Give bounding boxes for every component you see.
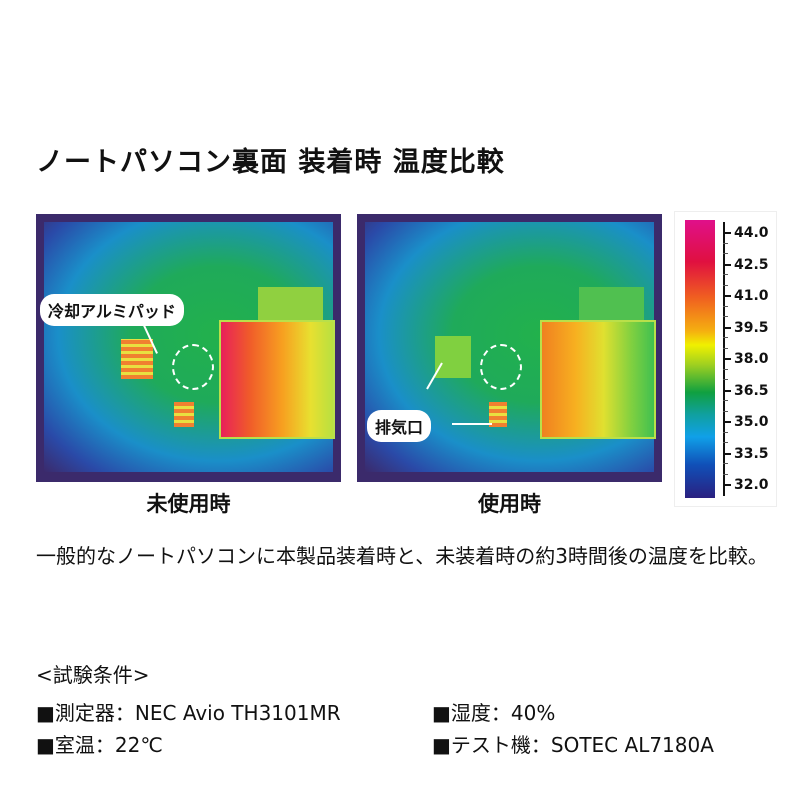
caption-unused: 未使用時: [146, 492, 231, 516]
scale-minor-tick: [723, 410, 728, 412]
caption-used: 使用時: [478, 492, 541, 516]
scale-tick-label: 44.0: [734, 225, 769, 241]
vent: [435, 336, 471, 378]
description: 一般的なノートパソコンに本製品装着時と、未装着時の約3時間後の温度を比較。: [36, 544, 768, 568]
scale-tick-label: 33.5: [734, 445, 769, 462]
scale-tick-label: 36.5: [734, 382, 769, 399]
vent: [489, 402, 507, 427]
vent: [174, 402, 194, 427]
hot-area: [219, 320, 335, 439]
scale-minor-tick: [723, 316, 728, 317]
hot-area: [540, 320, 656, 439]
scale-tick-label: 35.0: [734, 414, 769, 430]
vent: [121, 339, 153, 379]
conditions-heading: <試験条件>: [36, 663, 150, 687]
dashed-circle: [172, 344, 214, 390]
scale-minor-tick: [723, 305, 728, 307]
scale-tick: [723, 389, 731, 392]
scale-minor-tick: [723, 442, 728, 443]
scale-tick-label: 32.0: [734, 477, 769, 493]
scale-minor-tick: [723, 463, 728, 464]
condition-item: ■室温：22℃: [36, 733, 163, 757]
scale-tick: [723, 452, 731, 455]
condition-item: ■測定器：NEC Avio TH3101MR: [36, 701, 341, 725]
scale-minor-tick: [723, 368, 728, 370]
scale-tick-label: 42.5: [734, 256, 769, 273]
page-title: ノートパソコン裏面 装着時 温度比較: [36, 147, 505, 178]
battery-area: [258, 287, 323, 325]
scale-tick: [723, 326, 731, 329]
scale-minor-tick: [723, 242, 728, 244]
scale-minor-tick: [723, 337, 728, 338]
scale-tick: [723, 484, 731, 486]
condition-item: ■テスト機：SOTEC AL7180A: [432, 733, 714, 757]
thermal-image-used: 排気口: [357, 214, 662, 482]
scale-tick: [723, 295, 731, 297]
scale-minor-tick: [723, 473, 728, 475]
scale-tick-label: 39.5: [734, 319, 769, 336]
scale-tick-label: 41.0: [734, 288, 769, 304]
temperature-scale: 44.0 42.5 41.0 39.5 38.0 36.5 35.0 33.5 32.0: [675, 212, 776, 506]
callout-line: [452, 423, 492, 425]
scale-minor-tick: [723, 379, 728, 380]
callout-label: 排気口: [367, 410, 432, 442]
scale-tick: [723, 263, 731, 266]
scale-minor-tick: [723, 431, 728, 433]
battery-area: [579, 287, 644, 325]
scale-tick: [723, 358, 731, 360]
scale-tick: [723, 232, 731, 234]
dashed-circle: [480, 344, 522, 390]
condition-item: ■湿度：40%: [432, 701, 556, 725]
color-bar: [685, 220, 715, 498]
scale-minor-tick: [723, 400, 728, 401]
scale-minor-tick: [723, 274, 728, 275]
thermal-image-unused: 冷却アルミパッド: [36, 214, 341, 482]
scale-minor-tick: [723, 253, 728, 254]
scale-minor-tick: [723, 284, 728, 286]
scale-tick-label: 38.0: [734, 351, 769, 367]
scale-minor-tick: [723, 347, 728, 349]
scale-tick: [723, 421, 731, 423]
callout-label: 冷却アルミパッド: [40, 294, 184, 326]
